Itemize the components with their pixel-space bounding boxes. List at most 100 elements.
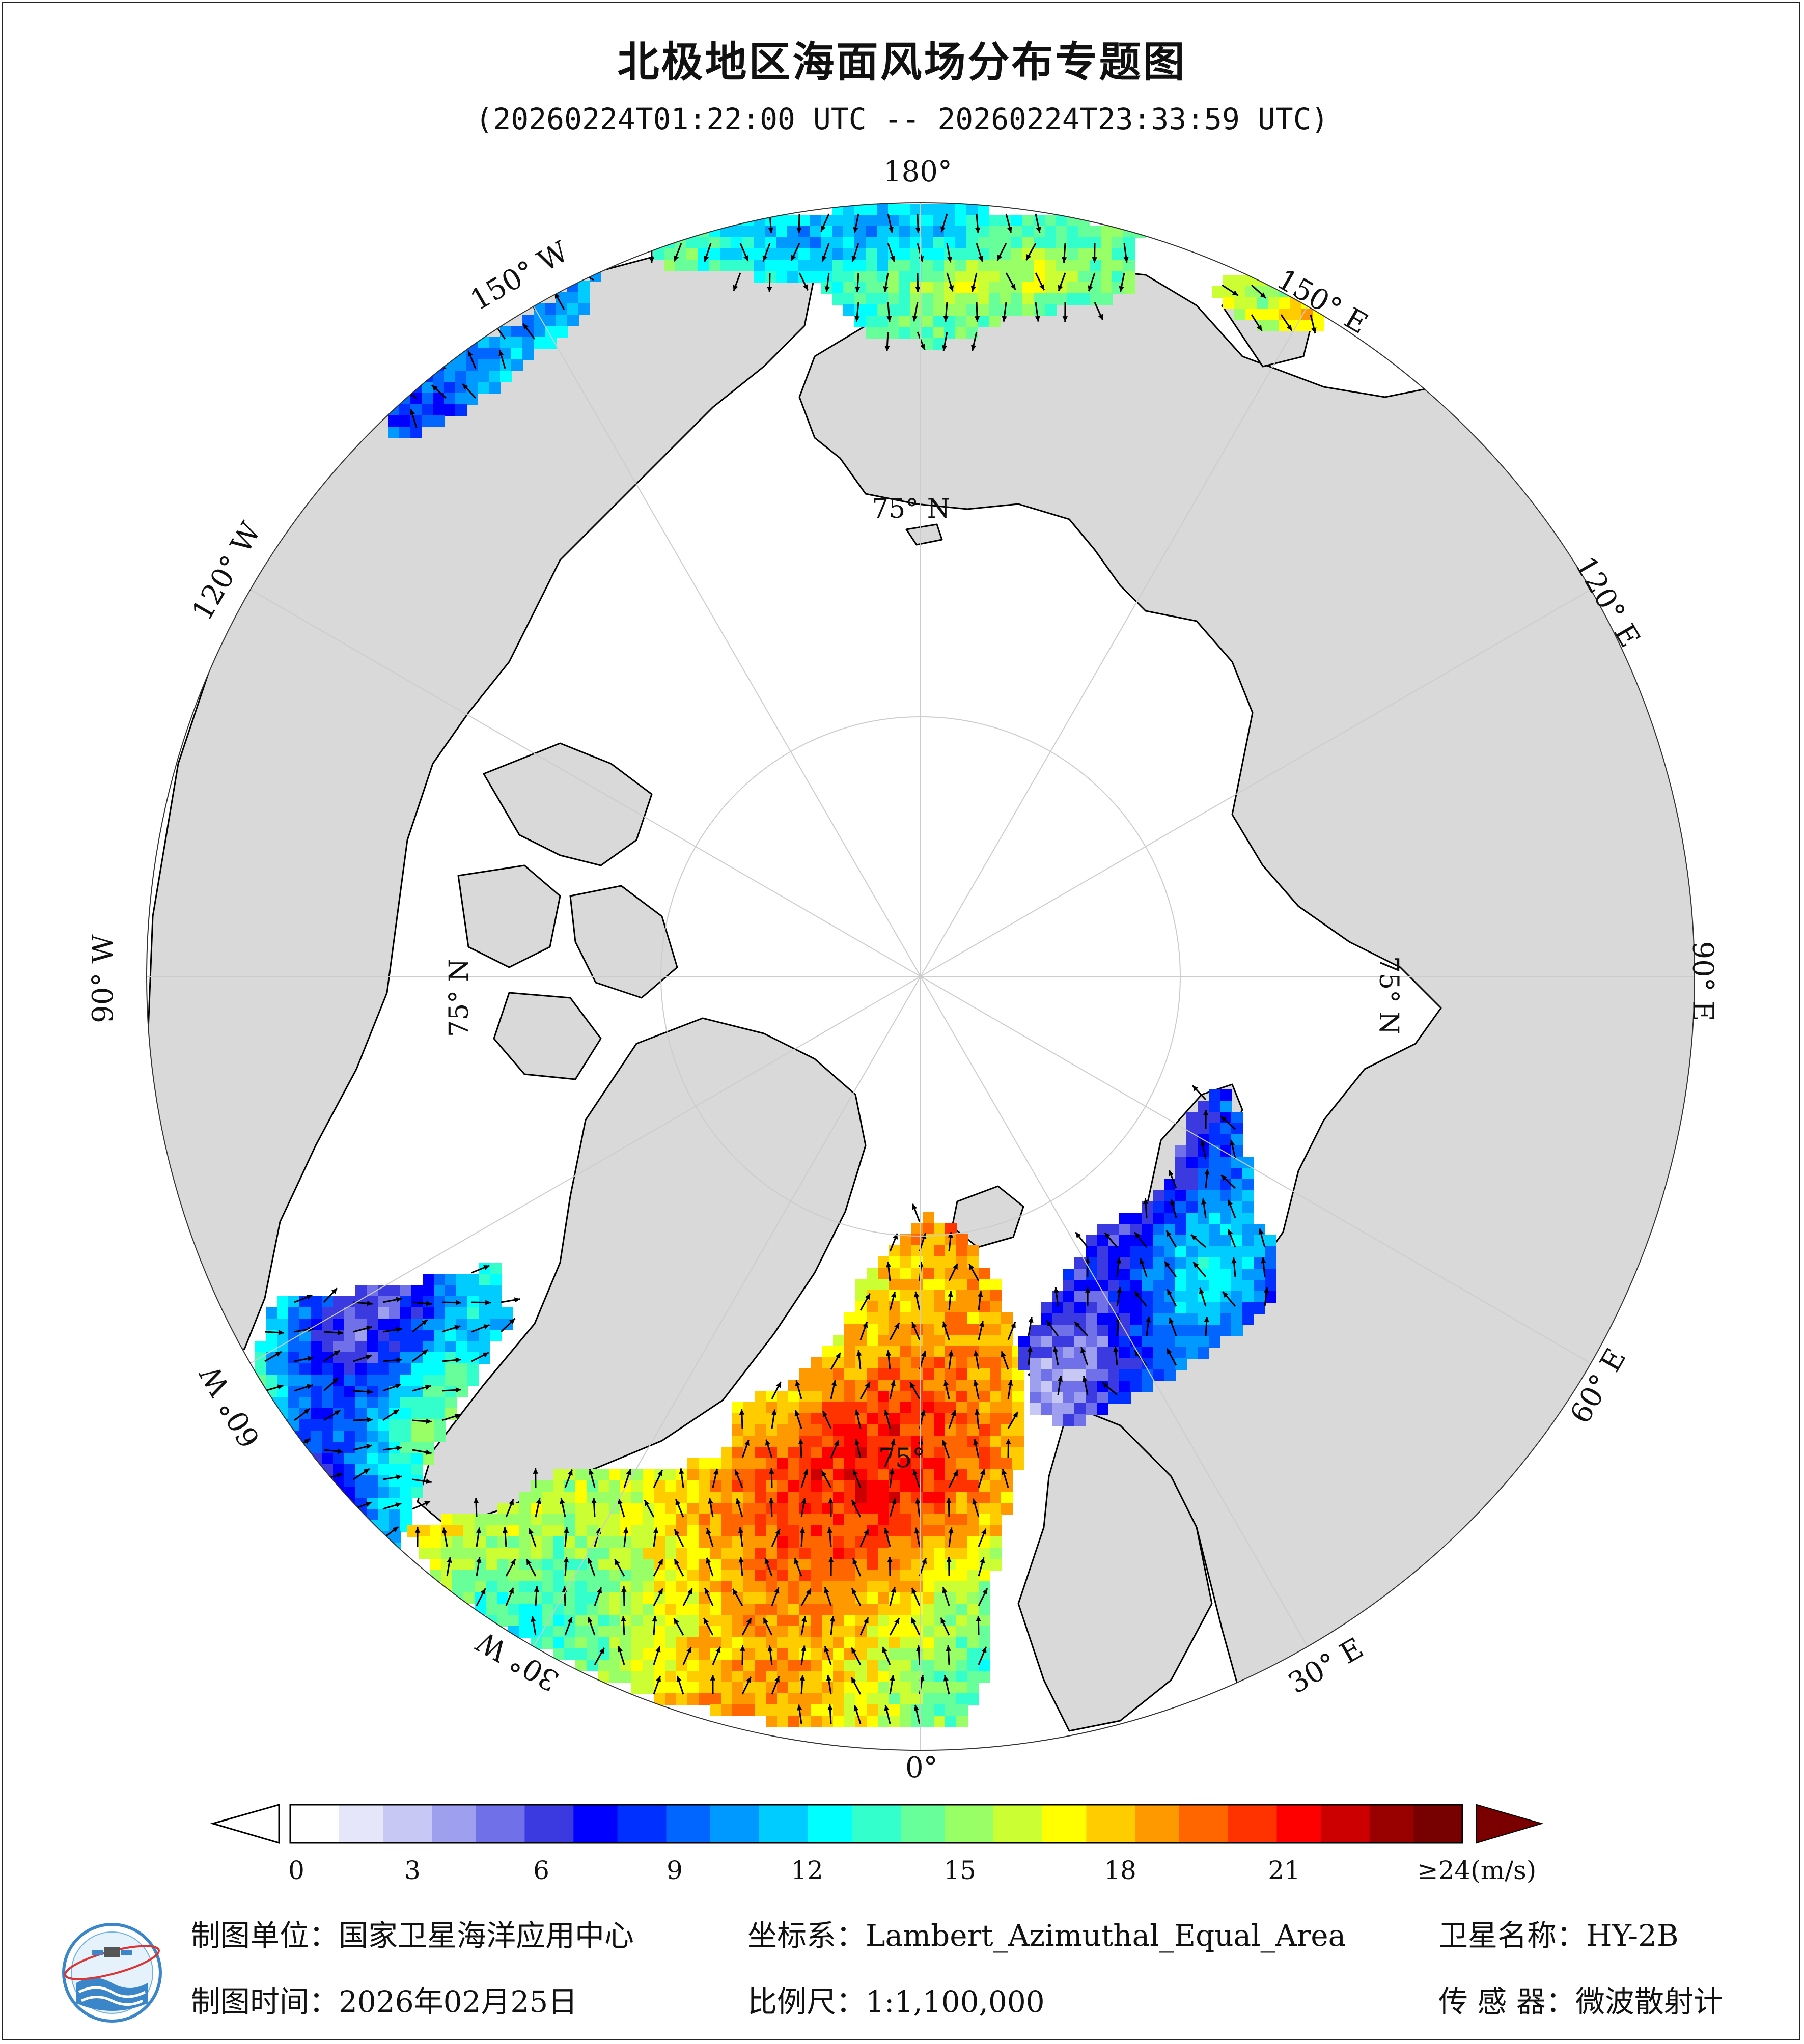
wind-arrow-head (1058, 285, 1063, 291)
wind-cell (1142, 1213, 1153, 1224)
wind-cell (822, 1536, 834, 1548)
wind-cell (766, 1424, 778, 1436)
wind-cell (1001, 1458, 1013, 1470)
wind-cell (710, 1559, 721, 1571)
wind-cell (1041, 1403, 1052, 1415)
wind-cell (788, 1469, 800, 1481)
wind-arrow (736, 1498, 743, 1518)
wind-cell (553, 1626, 565, 1638)
wind-cell (945, 1402, 957, 1414)
colorbar-cell (876, 1805, 882, 1843)
wind-cell (777, 1458, 789, 1470)
colorbar-cell (290, 1805, 296, 1843)
wind-cell (1119, 1347, 1131, 1359)
wind-cell (643, 1492, 654, 1503)
wind-cell (978, 293, 989, 305)
wind-arrow (533, 1468, 538, 1488)
wind-arrow (978, 1528, 987, 1547)
wind-cell (654, 1503, 665, 1515)
wind-cell (1012, 1391, 1024, 1403)
wind-arrow-head (617, 1646, 623, 1653)
wind-arrow-head (431, 385, 438, 391)
wind-cell (923, 1492, 934, 1503)
wind-cell (411, 1431, 423, 1442)
wind-cell (400, 1442, 412, 1453)
wind-cell (732, 1458, 744, 1470)
wind-cell (844, 1592, 856, 1604)
wind-cell (766, 1413, 778, 1425)
colorbar-cell (524, 1805, 530, 1843)
wind-cell (923, 1380, 934, 1391)
wind-cell (400, 1296, 412, 1308)
wind-cell (1074, 1269, 1086, 1280)
wind-cell (923, 1648, 934, 1660)
wind-cell (519, 1604, 531, 1615)
wind-cell (911, 1335, 923, 1347)
wind-cell (434, 1341, 446, 1353)
wind-cell (811, 1402, 822, 1414)
wind-arrow (498, 350, 506, 369)
wind-arrow (1035, 213, 1041, 233)
wind-cell (945, 1245, 957, 1257)
wind-cell (699, 1660, 710, 1671)
wind-cell (1086, 1358, 1097, 1370)
wind-arrow-head (1098, 314, 1103, 320)
wind-cell (445, 1386, 457, 1397)
wind-arrow-head (334, 1410, 341, 1416)
wind-cell (979, 1312, 990, 1324)
wind-cell (1074, 1257, 1086, 1269)
wind-cell (899, 293, 911, 305)
wind-cell (1209, 1291, 1220, 1303)
wind-arrow-head (1092, 257, 1097, 263)
wind-arrow-head (979, 1321, 985, 1327)
colorbar-cell (1394, 1805, 1400, 1843)
wind-cell (900, 1671, 912, 1683)
wind-cell (1001, 1424, 1013, 1436)
wind-cell (844, 1346, 856, 1358)
wind-cell (777, 1447, 789, 1459)
wind-arrow-head (424, 1501, 430, 1506)
wind-cell (878, 1548, 890, 1559)
colorbar-cell (915, 1805, 921, 1843)
wind-cell (766, 1514, 778, 1526)
wind-cell (710, 1615, 721, 1627)
wind-cell (1022, 215, 1034, 227)
wind-cell (367, 1487, 378, 1498)
wind-cell (945, 1312, 957, 1324)
wind-cell (933, 293, 945, 305)
wind-arrow (1052, 1346, 1059, 1366)
wind-cell (478, 337, 489, 349)
wind-cell (889, 1693, 901, 1705)
wind-arrow-head (799, 1527, 806, 1533)
wind-arrow-head (706, 1528, 711, 1534)
colorbar (210, 1804, 1544, 1844)
wind-cell (867, 1402, 878, 1414)
wind-cell (575, 1570, 587, 1582)
wind-arrow (885, 1350, 892, 1370)
wind-cell (990, 1525, 1002, 1537)
colorbar-cell (1350, 1805, 1355, 1843)
wind-cell (844, 1604, 856, 1615)
wind-arrow-head (564, 1527, 569, 1533)
wind-arrow-head (831, 1380, 837, 1386)
wind-cell (979, 1626, 990, 1638)
wind-cell (1030, 1381, 1041, 1392)
colorbar-cell (573, 1805, 579, 1843)
wind-cell (956, 1256, 968, 1268)
wind-arrow-head (797, 1704, 802, 1711)
wind-arrow (883, 272, 889, 292)
wind-cell (631, 1648, 643, 1660)
colorbar-cell (930, 1805, 936, 1843)
wind-arrow (505, 1499, 514, 1518)
colorbar-cell (1442, 1805, 1449, 1843)
colorbar-cell (1213, 1805, 1219, 1843)
wind-cell (710, 1503, 721, 1515)
wind-cell (367, 1419, 378, 1431)
wind-cell (699, 1548, 710, 1559)
wind-cell (400, 1408, 412, 1420)
wind-cell (721, 1559, 733, 1571)
wind-arrow (851, 243, 859, 262)
wind-cell (811, 1671, 822, 1683)
wind-arrow (652, 1615, 658, 1636)
wind-cell (266, 1307, 277, 1319)
